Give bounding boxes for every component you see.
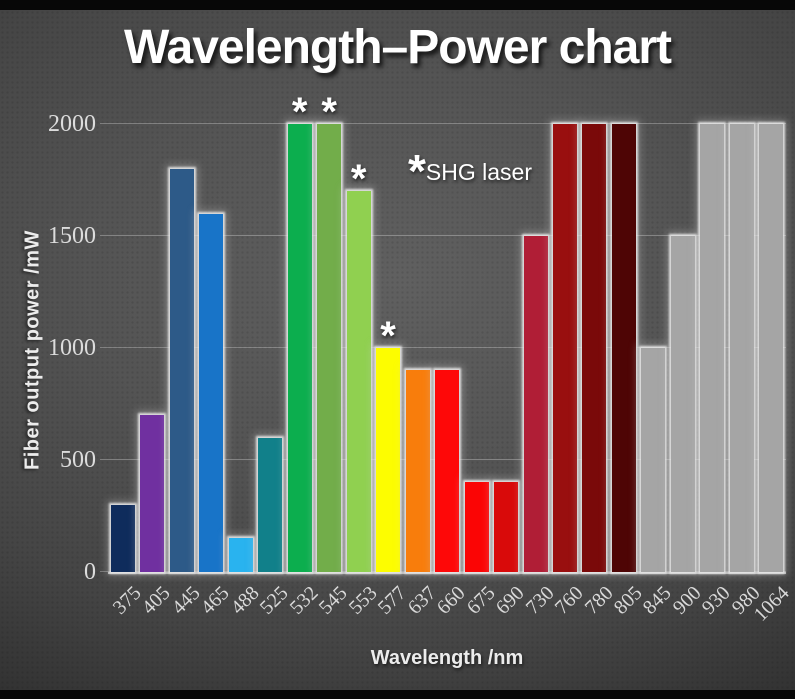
bar-930nm — [700, 124, 725, 572]
x-tick-slot-405: 405 — [137, 578, 175, 636]
x-tick-slot-690: 690 — [491, 578, 529, 636]
x-tick-slot-900: 900 — [668, 578, 706, 636]
bar-660nm — [435, 370, 460, 572]
bar-slot-553: * — [344, 124, 373, 572]
x-tick-slot-532: 532 — [285, 578, 322, 636]
shg-laser-legend: * SHG laser — [408, 145, 532, 197]
shg-laser-label: SHG laser — [425, 159, 532, 185]
chart-title: Wavelength–Power chart — [123, 21, 672, 74]
shg-asterisk-marker-577: * — [380, 314, 396, 358]
y-axis-tick-labels: 0 500 1000 1500 2000 — [0, 0, 96, 699]
bar-slot-545: * — [314, 92, 343, 572]
bar-slot-690 — [491, 124, 520, 572]
bar-slot-930 — [698, 124, 727, 572]
bar-slot-660 — [432, 124, 461, 572]
x-tick-slot-1064: 1064 — [750, 578, 794, 636]
bar-465nm — [199, 213, 224, 572]
bar-980nm — [729, 124, 754, 572]
bar-760nm — [553, 124, 577, 572]
bar-slot-805 — [609, 124, 638, 572]
bar-553nm — [346, 191, 371, 572]
x-tick-slot-760: 760 — [550, 578, 588, 636]
x-tick-slot-488: 488 — [226, 578, 263, 636]
x-tick-slot-465: 465 — [196, 578, 234, 636]
bar-slot-637 — [403, 124, 432, 572]
x-tick-slot-730: 730 — [521, 578, 558, 636]
bar-slot-375 — [108, 124, 137, 572]
bar-slot-980 — [727, 124, 756, 572]
bar-slot-900 — [668, 124, 697, 572]
x-tick-slot-805: 805 — [609, 578, 647, 636]
y-tick-label-2000: 2000 — [48, 111, 96, 137]
bar-532nm — [287, 124, 312, 572]
x-tick-slot-675: 675 — [462, 578, 499, 636]
bar-445nm — [169, 168, 194, 572]
y-tick-label-1000: 1000 — [48, 335, 96, 361]
x-tick-slot-780: 780 — [580, 578, 617, 636]
bar-780nm — [582, 124, 607, 572]
bar-525nm — [258, 437, 283, 572]
bar-slot-1064 — [757, 124, 786, 572]
x-tick-slot-545: 545 — [314, 578, 352, 636]
bar-405nm — [140, 415, 165, 572]
x-axis-title: Wavelength /nm — [370, 647, 524, 669]
gridline-1000 — [100, 347, 786, 348]
bars-container: * * * * — [108, 92, 786, 572]
bar-845nm — [641, 348, 666, 572]
x-tick-slot-445: 445 — [167, 578, 205, 636]
bar-805nm — [611, 124, 636, 572]
bar-slot-445 — [167, 124, 196, 572]
bar-slot-577: * — [373, 124, 402, 572]
bar-slot-760 — [550, 124, 579, 572]
asterisk-icon: * — [408, 145, 426, 197]
bar-slot-405 — [137, 124, 166, 572]
bar-488nm — [228, 538, 253, 572]
bar-900nm — [670, 236, 695, 572]
bar-slot-730 — [521, 124, 550, 572]
x-tick-slot-845: 845 — [639, 578, 676, 636]
y-tick-label-500: 500 — [60, 447, 96, 473]
shg-asterisk-marker-553: * — [350, 157, 367, 202]
top-black-strip — [0, 0, 795, 10]
bar-slot-532: * — [285, 92, 314, 572]
bar-690nm — [494, 482, 519, 572]
bar-slot-525 — [255, 124, 284, 572]
shg-asterisk-marker-545: * — [321, 90, 337, 134]
x-tick-slot-637: 637 — [403, 578, 440, 636]
x-tick-slot-930: 930 — [698, 578, 735, 636]
bar-675nm — [464, 482, 489, 572]
bar-730nm — [523, 236, 548, 572]
x-tick-slot-660: 660 — [432, 578, 470, 636]
y-tick-label-1500: 1500 — [48, 223, 96, 249]
gridline-1500 — [100, 235, 786, 236]
y-tick-label-0: 0 — [84, 559, 96, 585]
bottom-black-strip — [0, 690, 795, 699]
x-tick-slot-577: 577 — [373, 578, 411, 636]
bar-375nm — [110, 504, 135, 572]
bar-slot-845 — [639, 124, 668, 572]
bar-slot-675 — [462, 124, 491, 572]
bar-577nm — [376, 348, 401, 572]
bar-slot-465 — [196, 124, 225, 572]
x-tick-slot-375: 375 — [108, 578, 146, 636]
x-tick-slot-525: 525 — [255, 578, 293, 636]
x-tick-slot-553: 553 — [344, 578, 381, 636]
bar-slot-780 — [580, 124, 609, 572]
bar-637nm — [405, 370, 430, 572]
bar-slot-488 — [226, 124, 255, 572]
bar-545nm — [317, 124, 342, 572]
shg-asterisk-marker-532: * — [291, 90, 308, 134]
bar-chart-plot-area: * * * * — [100, 92, 786, 574]
bar-1064nm — [759, 124, 784, 572]
gridline-2000 — [100, 123, 786, 124]
x-axis-tick-labels: 375 405 445 465 488 525 532 545 553 577 637 660 675 6… — [108, 578, 794, 636]
